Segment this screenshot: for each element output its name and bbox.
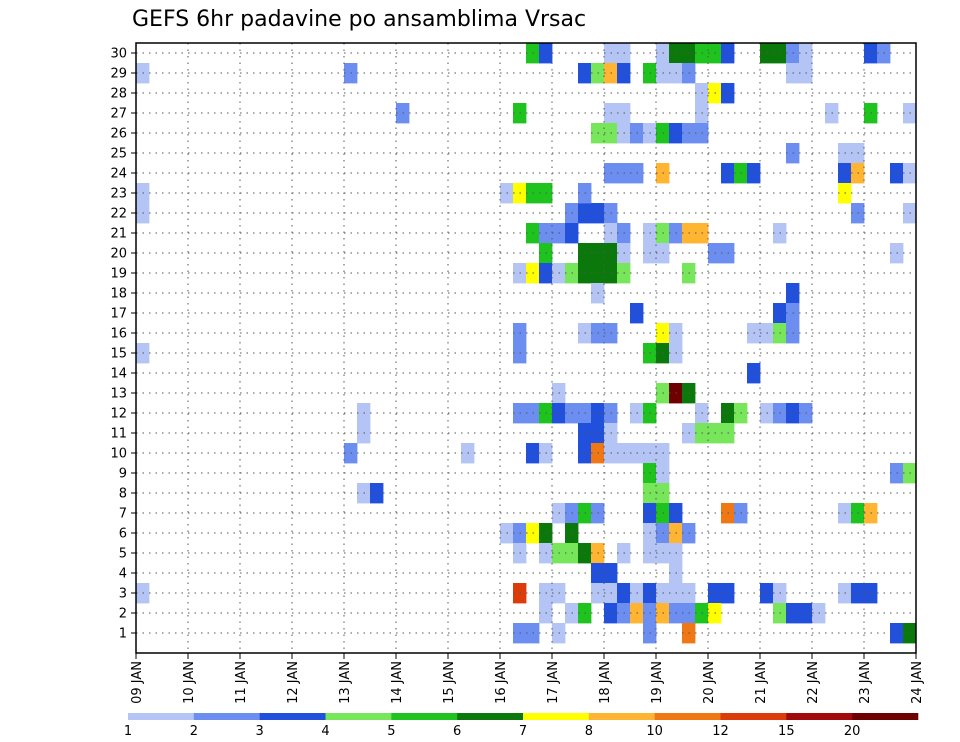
gridlines: [136, 43, 916, 653]
legend-swatch: [720, 713, 787, 720]
y-tick-label: 9: [119, 467, 127, 482]
legend-label: 1: [124, 724, 132, 739]
y-axis: 1234567891011121314151617181920212223242…: [110, 47, 136, 642]
legend-swatch: [786, 713, 853, 720]
legend-swatch: [193, 713, 260, 720]
chart-title: GEFS 6hr padavine po ansamblima Vrsac: [132, 7, 586, 32]
color-legend: 1 2 3 4 5 6 7 8 10 12 15 20: [124, 713, 919, 739]
y-tick-label: 5: [119, 547, 127, 562]
legend-label: 5: [387, 724, 395, 739]
x-tick-label: 18 JAN: [598, 661, 613, 704]
y-tick-label: 10: [110, 447, 127, 462]
x-tick-label: 22 JAN: [806, 661, 821, 704]
y-tick-label: 30: [110, 47, 127, 62]
y-tick-label: 14: [110, 367, 127, 382]
y-tick-label: 13: [110, 387, 127, 402]
y-tick-label: 6: [119, 527, 127, 542]
y-tick-label: 16: [110, 327, 127, 342]
x-tick-label: 23 JAN: [858, 661, 873, 704]
legend-label: 15: [778, 724, 795, 739]
legend-label: 4: [321, 724, 329, 739]
legend-swatch: [588, 713, 655, 720]
y-tick-label: 17: [110, 307, 127, 322]
legend-label: 7: [519, 724, 527, 739]
y-tick-label: 20: [110, 247, 127, 262]
legend-label: 20: [844, 724, 861, 739]
x-tick-label: 24 JAN: [910, 661, 925, 704]
x-tick-label: 19 JAN: [650, 661, 665, 704]
y-tick-label: 19: [110, 267, 127, 282]
x-tick-label: 15 JAN: [442, 661, 457, 704]
y-tick-label: 26: [110, 127, 127, 142]
legend-label: 3: [256, 724, 264, 739]
legend-label: 12: [712, 724, 729, 739]
x-tick-label: 17 JAN: [546, 661, 561, 704]
y-tick-label: 27: [110, 107, 127, 122]
legend-swatch: [325, 713, 392, 720]
y-tick-label: 1: [119, 627, 127, 642]
x-tick-label: 21 JAN: [754, 661, 769, 704]
y-tick-label: 15: [110, 347, 127, 362]
y-tick-label: 29: [110, 67, 127, 82]
legend-label: 2: [190, 724, 198, 739]
y-tick-label: 3: [119, 587, 127, 602]
legend-swatch: [391, 713, 458, 720]
legend-swatch: [523, 713, 590, 720]
x-tick-label: 20 JAN: [702, 661, 717, 704]
y-tick-label: 7: [119, 507, 127, 522]
y-tick-label: 24: [110, 167, 127, 182]
y-tick-label: 4: [119, 567, 127, 582]
y-tick-label: 28: [110, 87, 127, 102]
x-tick-label: 13 JAN: [338, 661, 353, 704]
x-tick-label: 12 JAN: [286, 661, 301, 704]
y-tick-label: 21: [110, 227, 127, 242]
x-axis: 09 JAN 10 JAN 11 JAN 12 JAN 13 JAN 14 JAN 15 J…: [130, 653, 925, 704]
plot-frame: [135, 42, 917, 654]
x-tick-label: 16 JAN: [494, 661, 509, 704]
y-tick-label: 2: [119, 607, 127, 622]
legend-label: 8: [585, 724, 593, 739]
legend-swatch: [852, 713, 919, 720]
legend-swatch: [128, 713, 195, 720]
y-tick-label: 22: [110, 207, 127, 222]
y-tick-label: 25: [110, 147, 127, 162]
y-tick-label: 23: [110, 187, 127, 202]
y-tick-label: 8: [119, 487, 127, 502]
x-tick-label: 09 JAN: [130, 661, 145, 704]
y-tick-label: 18: [110, 287, 127, 302]
y-tick-label: 11: [110, 427, 127, 442]
x-tick-label: 10 JAN: [182, 661, 197, 704]
legend-label: 10: [646, 724, 663, 739]
legend-label: 6: [453, 724, 461, 739]
legend-swatch: [259, 713, 326, 720]
legend-swatch: [457, 713, 524, 720]
x-tick-label: 11 JAN: [234, 661, 249, 704]
legend-swatch: [654, 713, 721, 720]
y-tick-label: 12: [110, 407, 127, 422]
x-tick-label: 14 JAN: [390, 661, 405, 704]
